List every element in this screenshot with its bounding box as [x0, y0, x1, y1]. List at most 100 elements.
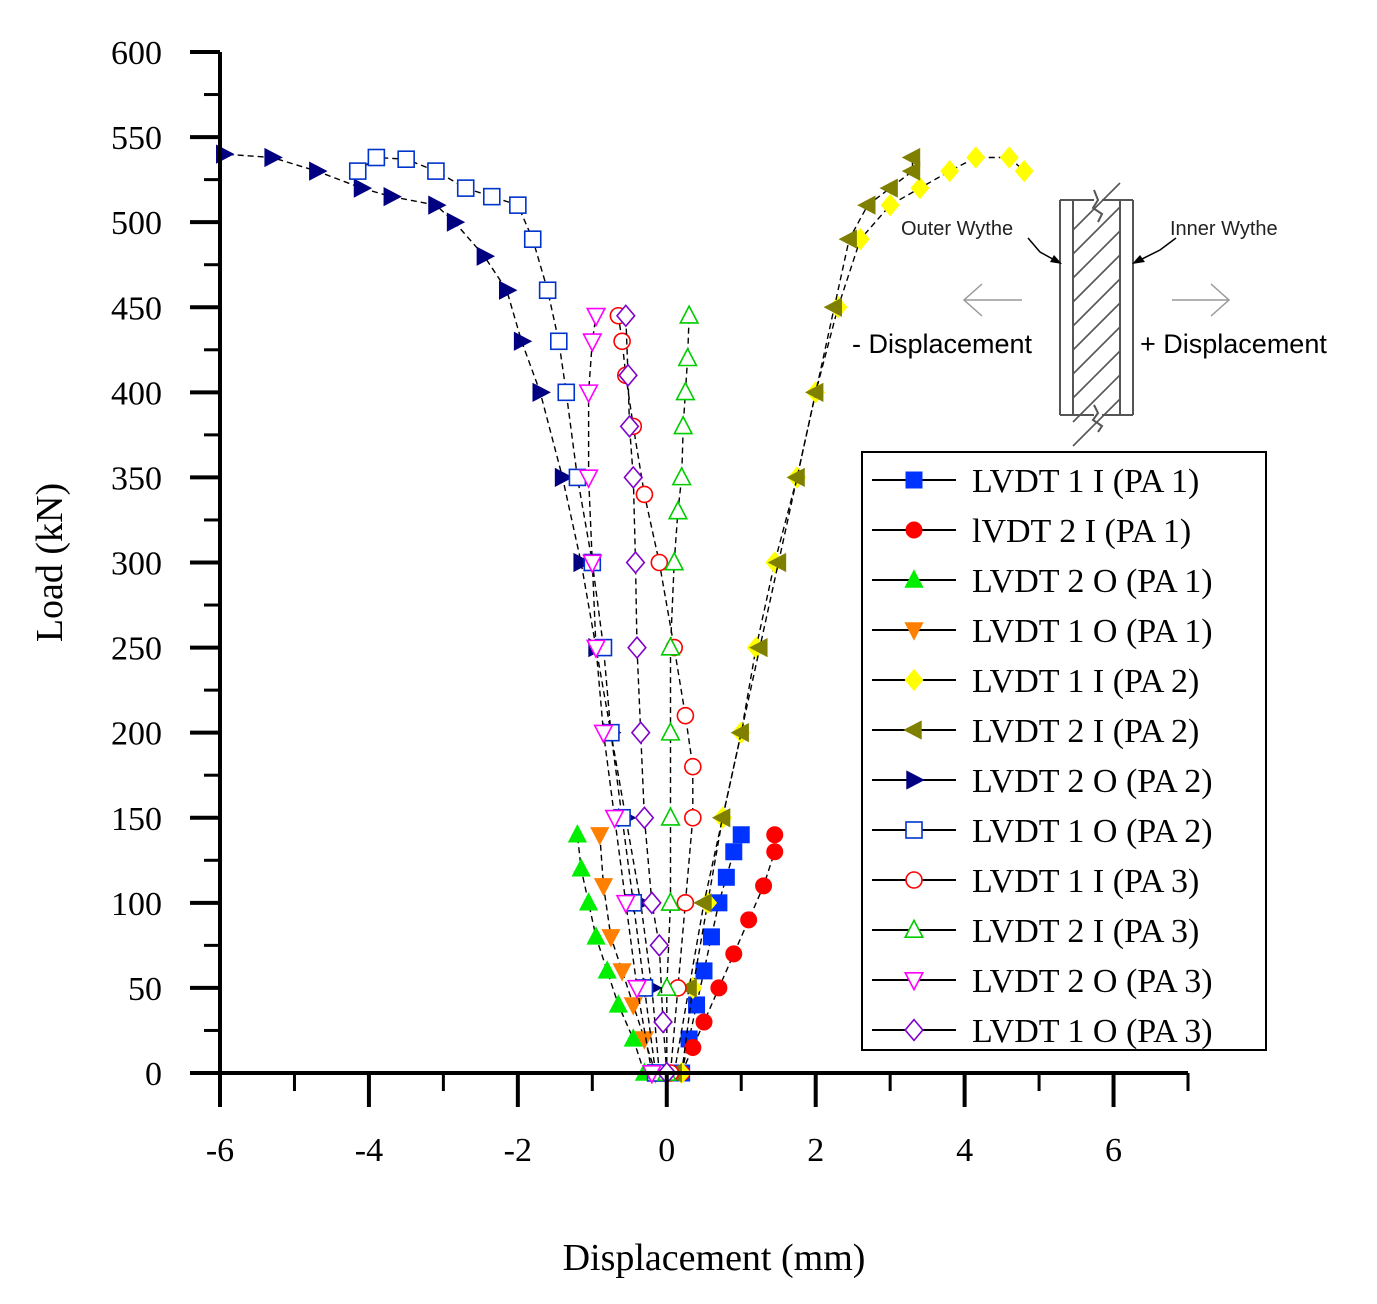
- data-point: [509, 196, 527, 214]
- data-point: [601, 929, 621, 948]
- x-tick-label: -2: [504, 1132, 532, 1169]
- data-point: [604, 809, 625, 830]
- data-point: [671, 466, 692, 486]
- y-tick-label: 600: [111, 35, 162, 72]
- data-point: [626, 979, 648, 1000]
- legend-label: LVDT 1 O (PA 1): [972, 613, 1213, 650]
- data-point: [725, 945, 743, 963]
- data-point: [623, 997, 643, 1016]
- series-2: [673, 826, 784, 1082]
- legend-item: LVDT 2 I (PA 2): [872, 713, 1199, 750]
- data-point: [635, 485, 654, 504]
- legend-label: LVDT 2 I (PA 3): [972, 913, 1199, 950]
- data-point: [593, 878, 614, 897]
- data-point: [766, 843, 784, 861]
- data-point: [482, 187, 501, 206]
- axes: 0 50 100 150 200 250 300 350 400 450 500 550 600 -6 -4…: [111, 35, 1190, 1169]
- data-point: [476, 246, 496, 266]
- data-point: [711, 808, 731, 828]
- data-point: [675, 381, 696, 401]
- data-point: [578, 469, 599, 489]
- data-point: [656, 976, 677, 996]
- data-point: [676, 894, 695, 912]
- data-point: [623, 465, 644, 490]
- series-3: [567, 824, 655, 1081]
- y-tick-label: 150: [111, 801, 162, 838]
- data-point: [717, 868, 735, 886]
- data-point: [630, 721, 651, 745]
- hatch-line: [1072, 350, 1121, 399]
- break-mark-top: [1091, 189, 1104, 223]
- legend-item: LVDT 2 O (PA 3): [872, 963, 1213, 1000]
- legend-marker: [906, 770, 925, 790]
- data-point: [901, 161, 921, 181]
- data-point: [446, 212, 466, 232]
- data-point: [578, 384, 599, 404]
- data-point: [567, 824, 588, 843]
- data-point: [456, 179, 475, 197]
- data-point: [857, 195, 876, 215]
- data-point: [901, 147, 921, 168]
- data-point: [880, 193, 900, 217]
- hatch-line: [1072, 230, 1121, 279]
- data-point: [823, 297, 843, 317]
- data-point: [590, 827, 610, 846]
- data-point: [660, 806, 681, 826]
- data-point: [597, 960, 617, 979]
- data-point: [585, 307, 607, 328]
- insulation-hatch: [1072, 182, 1121, 447]
- legend-label: LVDT 1 O (PA 2): [972, 813, 1213, 850]
- data-point: [677, 346, 698, 367]
- data-point: [309, 161, 328, 181]
- legend-label: LVDT 1 I (PA 3): [972, 863, 1199, 900]
- data-point: [767, 552, 787, 573]
- legend-marker: [903, 971, 925, 992]
- legend-marker: [905, 871, 923, 889]
- data-point: [684, 1038, 702, 1056]
- legend-label: LVDT 2 I (PA 2): [972, 713, 1199, 750]
- data-point: [397, 150, 415, 169]
- series-line: [625, 315, 668, 1074]
- y-tick-label: 550: [111, 120, 162, 157]
- data-point: [786, 467, 805, 488]
- y-tick-label: 100: [111, 886, 162, 923]
- negative-displacement-label: - Displacement: [852, 329, 1033, 359]
- data-point: [586, 926, 606, 945]
- legend-label: LVDT 2 O (PA 2): [972, 763, 1213, 800]
- y-tick-label: 50: [128, 971, 162, 1008]
- data-point: [593, 724, 614, 744]
- legend-label: LVDT 2 O (PA 1): [972, 563, 1213, 600]
- y-tick-label: 0: [145, 1056, 162, 1093]
- x-tick-label: 0: [658, 1132, 675, 1169]
- data-point: [653, 1010, 673, 1034]
- data-point: [693, 893, 712, 913]
- legend-item: LVDT 1 I (PA 2): [872, 663, 1199, 700]
- data-point: [678, 304, 700, 324]
- data-point: [615, 304, 636, 328]
- data-point: [549, 332, 568, 351]
- legend-marker: [905, 821, 923, 839]
- y-tick-label: 300: [111, 546, 162, 583]
- data-point: [613, 332, 631, 351]
- data-point: [571, 858, 591, 877]
- data-point: [805, 382, 824, 402]
- x-axis-title: Displacement (mm): [563, 1237, 866, 1279]
- data-point: [725, 843, 743, 861]
- x-tick-label: 4: [956, 1132, 973, 1169]
- series-line: [587, 315, 653, 1074]
- y-tick-label: 250: [111, 631, 162, 668]
- legend-label: LVDT 1 I (PA 1): [972, 463, 1199, 500]
- series-10: [656, 304, 700, 1081]
- data-point: [766, 826, 784, 844]
- legend-item: LVDT 1 O (PA 1): [872, 613, 1213, 650]
- wythe-diagram: Outer Wythe Inner Wythe - Displacement + Di…: [852, 182, 1327, 447]
- legend-marker: [904, 668, 924, 692]
- y-tick-label: 450: [111, 290, 162, 327]
- data-point: [710, 979, 728, 997]
- legend-item: LVDT 1 O (PA 3): [872, 1013, 1213, 1050]
- data-point: [618, 363, 638, 387]
- series-6: [663, 147, 921, 1083]
- data-point: [498, 280, 518, 300]
- legend-label: LVDT 1 O (PA 3): [972, 1013, 1213, 1050]
- legend-marker: [905, 471, 923, 489]
